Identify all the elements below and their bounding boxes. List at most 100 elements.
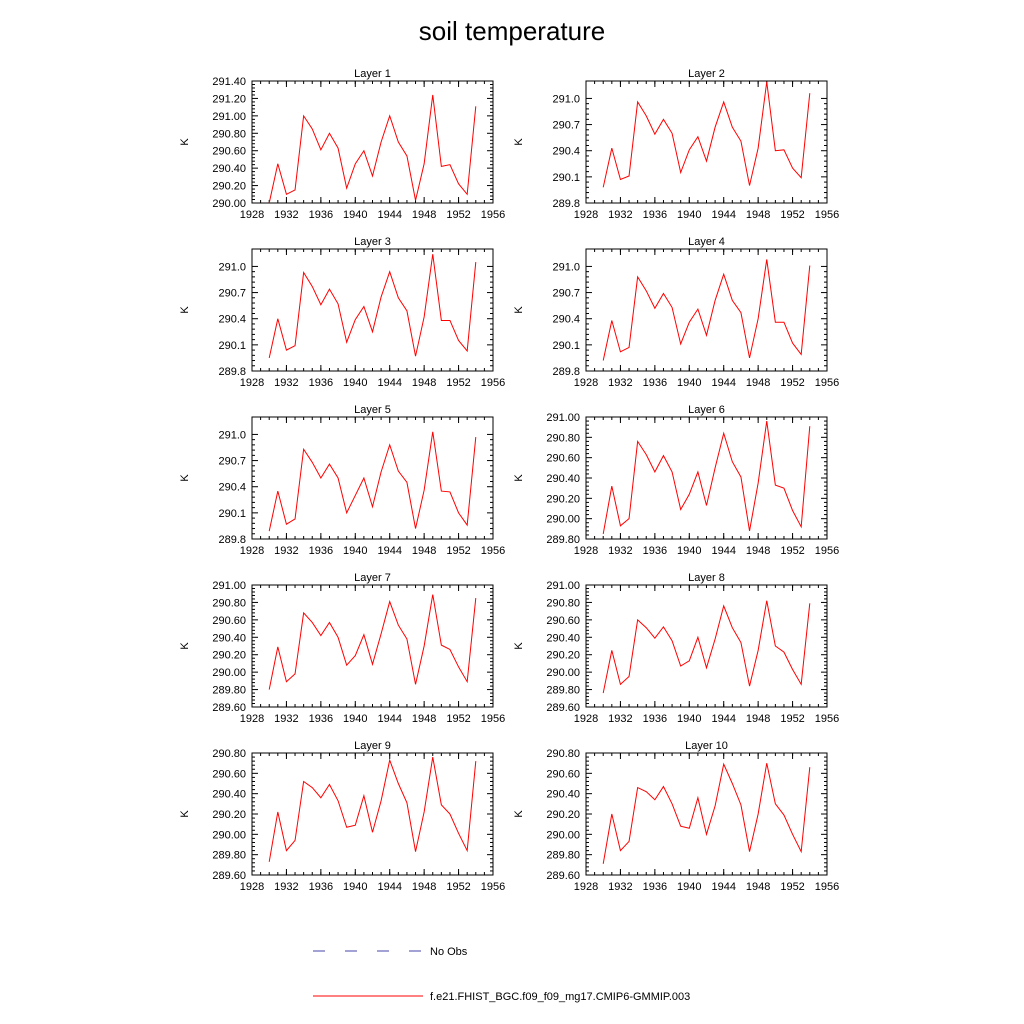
- x-tick-label: 1944: [711, 377, 735, 389]
- x-tick-label: 1940: [677, 713, 701, 725]
- panel-5: Layer 5 K 1928 1932 1936 1940 1944 1948 1952 1956…: [179, 404, 505, 557]
- x-tick-label: 1928: [574, 881, 598, 893]
- panel-8: Layer 8 K 1928 1932 1936 1940 1944 1948 1952 1956…: [513, 572, 839, 725]
- plot-frame: [251, 80, 494, 204]
- series-line: [602, 600, 811, 694]
- x-tick-label: 1928: [240, 881, 264, 893]
- y-tick-label: 290.4: [218, 482, 246, 494]
- y-tick-label: 290.60: [212, 146, 246, 158]
- y-tick-label: 290.00: [546, 514, 580, 526]
- y-tick-label: 291.0: [552, 93, 580, 105]
- y-tick-label: 289.60: [212, 870, 246, 882]
- x-tick-label: 1952: [780, 881, 804, 893]
- y-tick-label: 290.80: [212, 597, 246, 609]
- panel-title: Layer 7: [354, 572, 391, 584]
- x-tick-label: 1956: [481, 545, 505, 557]
- x-tick-label: 1936: [643, 377, 667, 389]
- x-tick-label: 1928: [574, 713, 598, 725]
- x-tick-label: 1936: [643, 881, 667, 893]
- y-tick-label: 290.40: [212, 163, 246, 175]
- y-tick-label: 290.7: [552, 120, 580, 132]
- y-tick-label: 291.00: [546, 580, 580, 592]
- series-line: [268, 431, 477, 532]
- x-tick-label: 1944: [711, 881, 735, 893]
- panel-6: Layer 6 K 1928 1932 1936 1940 1944 1948 1952 1956…: [513, 404, 839, 557]
- x-tick-label: 1956: [815, 713, 839, 725]
- x-tick-label: 1928: [240, 545, 264, 557]
- x-tick-label: 1932: [608, 545, 632, 557]
- panels-grid: Layer 1 K 1928 1932 1936 1940 1944 1948 1952 1956…: [179, 68, 839, 893]
- y-tick-label: 290.7: [218, 456, 246, 468]
- x-tick-label: 1928: [240, 713, 264, 725]
- x-tick-label: 1936: [309, 881, 333, 893]
- x-tick-label: 1956: [815, 881, 839, 893]
- x-tick-label: 1936: [643, 545, 667, 557]
- panel-title: Layer 8: [688, 572, 725, 584]
- y-tick-label: 290.4: [218, 314, 246, 326]
- y-tick-label: 289.8: [218, 366, 246, 378]
- y-tick-label: 290.60: [546, 615, 580, 627]
- x-tick-label: 1932: [274, 545, 298, 557]
- plot-frame: [251, 248, 494, 372]
- y-tick-label: 290.1: [552, 340, 580, 352]
- plot-frame: [585, 584, 828, 708]
- x-tick-label: 1936: [309, 209, 333, 221]
- y-tick-label: 289.60: [546, 870, 580, 882]
- panel-1: Layer 1 K 1928 1932 1936 1940 1944 1948 1952 1956…: [179, 68, 505, 221]
- x-tick-label: 1948: [412, 713, 436, 725]
- y-tick-label: 290.80: [546, 432, 580, 444]
- y-tick-label: 289.80: [212, 685, 246, 697]
- x-tick-label: 1940: [343, 545, 367, 557]
- x-tick-label: 1948: [412, 881, 436, 893]
- y-tick-label: 290.40: [546, 789, 580, 801]
- y-axis-label: K: [513, 306, 525, 314]
- y-tick-label: 289.60: [212, 702, 246, 714]
- x-tick-label: 1948: [746, 209, 770, 221]
- y-tick-label: 290.20: [546, 809, 580, 821]
- x-tick-label: 1932: [608, 713, 632, 725]
- panel-7: Layer 7 K 1928 1932 1936 1940 1944 1948 1952 1956…: [179, 572, 505, 725]
- x-tick-label: 1936: [643, 713, 667, 725]
- x-tick-label: 1932: [608, 377, 632, 389]
- x-tick-label: 1944: [377, 377, 401, 389]
- x-tick-label: 1940: [343, 881, 367, 893]
- y-tick-label: 291.20: [212, 93, 246, 105]
- y-tick-label: 290.60: [212, 768, 246, 780]
- y-tick-label: 290.00: [546, 829, 580, 841]
- panel-title: Layer 6: [688, 404, 725, 416]
- panel-title: Layer 3: [354, 236, 391, 248]
- x-tick-label: 1944: [711, 209, 735, 221]
- x-tick-label: 1932: [274, 881, 298, 893]
- x-tick-label: 1948: [746, 881, 770, 893]
- x-tick-label: 1936: [309, 377, 333, 389]
- x-tick-label: 1952: [446, 209, 470, 221]
- x-tick-label: 1928: [574, 377, 598, 389]
- y-tick-label: 290.20: [546, 650, 580, 662]
- y-tick-label: 290.60: [546, 453, 580, 465]
- x-tick-label: 1936: [309, 545, 333, 557]
- plot-frame: [585, 248, 828, 372]
- y-tick-label: 289.80: [546, 685, 580, 697]
- y-tick-label: 290.20: [212, 650, 246, 662]
- y-tick-label: 290.00: [212, 198, 246, 210]
- x-tick-label: 1952: [446, 545, 470, 557]
- x-tick-label: 1928: [574, 209, 598, 221]
- series-line: [268, 594, 477, 690]
- x-tick-label: 1952: [780, 713, 804, 725]
- y-tick-label: 290.60: [546, 768, 580, 780]
- y-tick-label: 290.80: [212, 128, 246, 140]
- x-tick-label: 1956: [815, 545, 839, 557]
- x-tick-label: 1956: [481, 881, 505, 893]
- x-tick-label: 1940: [677, 377, 701, 389]
- x-tick-label: 1952: [446, 881, 470, 893]
- y-axis-label: K: [513, 642, 525, 650]
- x-tick-label: 1944: [711, 713, 735, 725]
- panel-title: Layer 5: [354, 404, 391, 416]
- panel-4: Layer 4 K 1928 1932 1936 1940 1944 1948 1952 1956…: [513, 236, 839, 389]
- x-tick-label: 1932: [274, 713, 298, 725]
- y-tick-label: 290.7: [218, 288, 246, 300]
- y-tick-label: 290.40: [212, 632, 246, 644]
- x-tick-label: 1932: [608, 209, 632, 221]
- y-tick-label: 291.0: [218, 261, 246, 273]
